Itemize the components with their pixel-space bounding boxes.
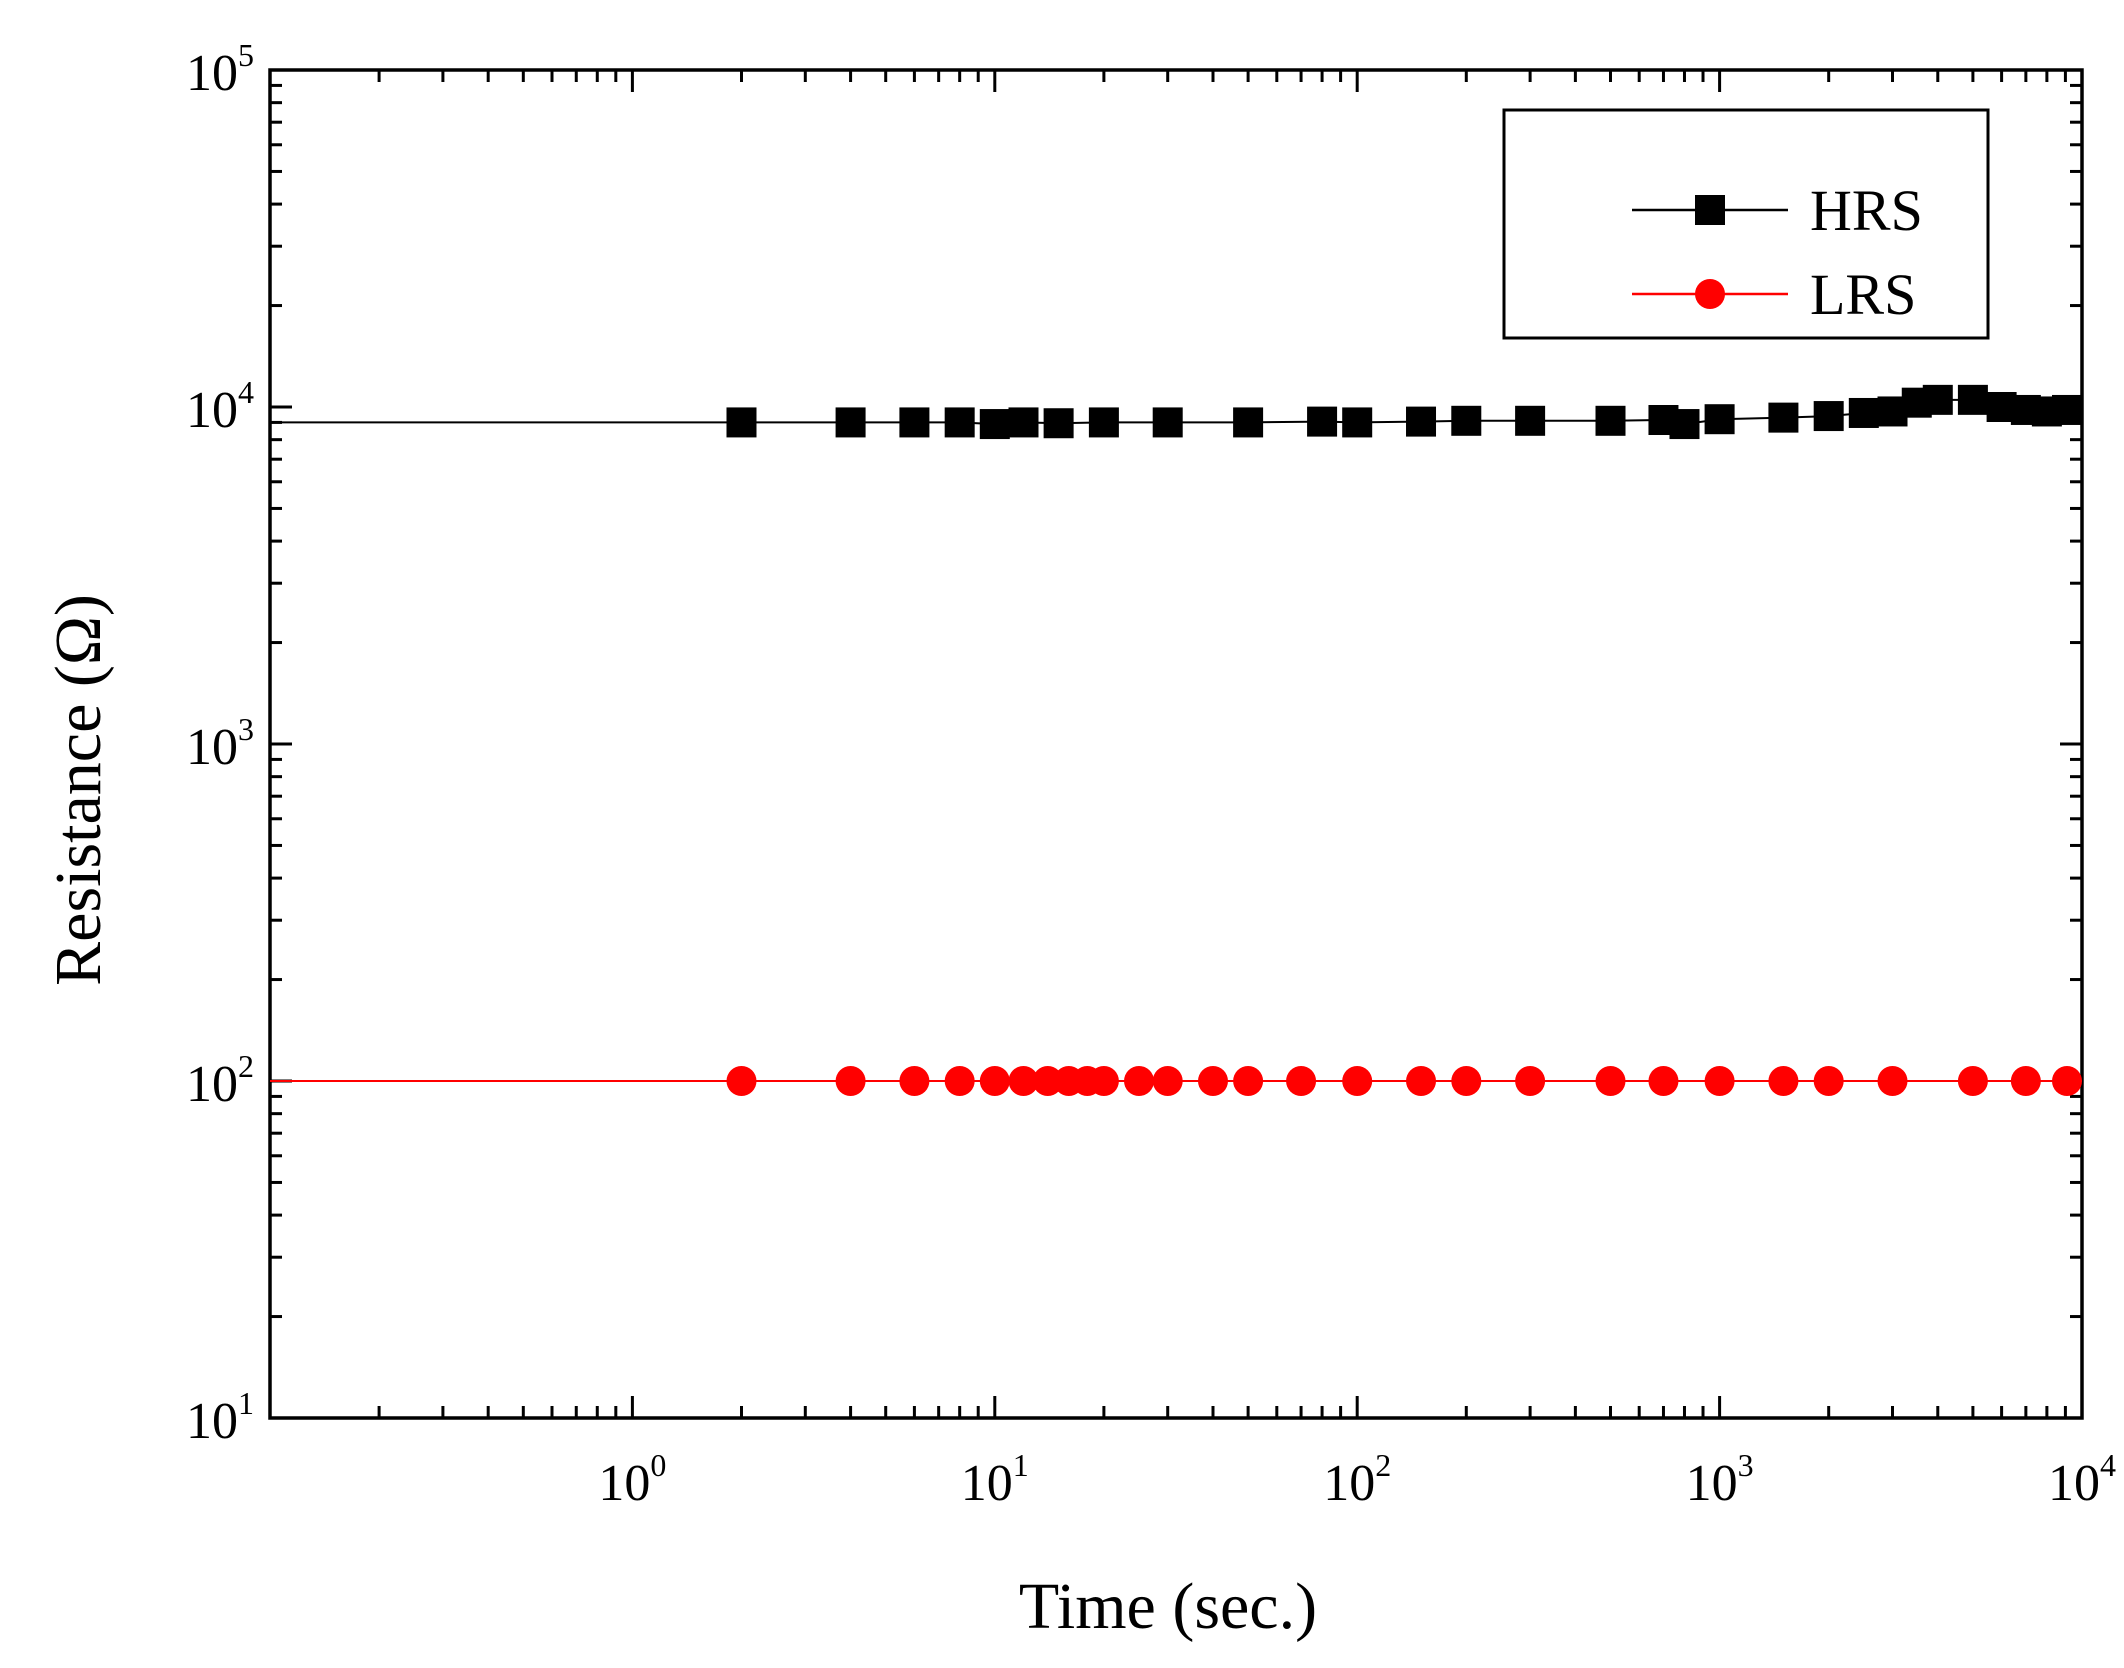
x-tick-label: 104 xyxy=(2048,1447,2116,1512)
y-tick-label: 101 xyxy=(186,1385,254,1450)
data-point xyxy=(899,407,930,438)
legend-box xyxy=(1502,108,1990,340)
data-point xyxy=(2052,1066,2082,1096)
y-tick-label: 105 xyxy=(186,37,254,102)
data-point xyxy=(944,407,975,438)
data-point xyxy=(1704,1066,1735,1096)
legend-item-lrs: LRS xyxy=(1632,262,1916,327)
data-point xyxy=(1152,407,1183,438)
data-point xyxy=(1008,1066,1039,1096)
x-tick-label: 103 xyxy=(1686,1447,1754,1512)
data-point xyxy=(979,409,1010,440)
legend-item-hrs: HRS xyxy=(1632,178,1923,243)
data-point xyxy=(1032,1066,1063,1096)
data-point xyxy=(1768,402,1799,433)
data-point xyxy=(1648,1066,1679,1096)
data-point xyxy=(979,1066,1010,1096)
data-point xyxy=(1406,406,1437,437)
axes xyxy=(268,68,2084,1420)
x-tick-label: 102 xyxy=(1323,1447,1391,1512)
data-point xyxy=(1342,1066,1373,1096)
legend-marker xyxy=(1695,195,1725,225)
data-point xyxy=(1152,1066,1183,1096)
data-point xyxy=(726,407,757,438)
data-point xyxy=(1451,1066,1482,1096)
y-tick-label: 102 xyxy=(186,1048,254,1113)
data-point xyxy=(1197,1066,1228,1096)
data-point xyxy=(835,1066,866,1096)
tick-labels: 100 101 102 103 104 101 102 103 104 105 xyxy=(186,37,2116,1512)
legend-label: LRS xyxy=(1810,262,1916,327)
data-point xyxy=(1877,1066,1908,1096)
legend-marker xyxy=(1695,279,1725,309)
x-tick-label: 100 xyxy=(598,1447,666,1512)
data-point xyxy=(1669,409,1700,440)
data-point xyxy=(1813,1066,1844,1096)
y-axis-label: Resistance (Ω) xyxy=(42,594,115,986)
data-point xyxy=(2052,394,2082,425)
data-point xyxy=(1515,1066,1546,1096)
data-point xyxy=(1088,1066,1119,1096)
data-point xyxy=(1768,1066,1799,1096)
data-point xyxy=(1008,407,1039,438)
data-point xyxy=(1342,407,1373,438)
data-point xyxy=(1813,401,1844,432)
series-lrs xyxy=(270,1066,2082,1096)
data-point xyxy=(1307,406,1338,437)
data-point xyxy=(1088,407,1119,438)
x-axis-label: Time (sec.) xyxy=(1019,1570,1317,1643)
data-point xyxy=(1406,1066,1437,1096)
legend: HRS LRS xyxy=(1502,108,1990,340)
data-point xyxy=(1233,1066,1264,1096)
data-point xyxy=(1286,1066,1317,1096)
data-point xyxy=(1848,397,1879,428)
data-point xyxy=(1451,405,1482,436)
data-point xyxy=(1957,1066,1988,1096)
data-point xyxy=(1595,1066,1626,1096)
data-point xyxy=(835,407,866,438)
data-point xyxy=(726,1066,757,1096)
data-point xyxy=(1043,408,1074,439)
data-point xyxy=(1124,1066,1155,1096)
data-point xyxy=(1922,384,1953,415)
y-tick-label: 103 xyxy=(186,711,254,776)
data-point xyxy=(1233,407,1264,438)
data-point xyxy=(1957,384,1988,415)
y-tick-label: 104 xyxy=(186,374,254,439)
series-hrs xyxy=(270,384,2083,440)
legend-label: HRS xyxy=(1810,178,1923,243)
data-point xyxy=(899,1066,930,1096)
data-point xyxy=(1704,404,1735,435)
data-point xyxy=(1595,405,1626,436)
data-point xyxy=(2010,1066,2041,1096)
data-point xyxy=(944,1066,975,1096)
x-tick-label: 101 xyxy=(961,1447,1029,1512)
plot-area xyxy=(270,384,2083,1096)
data-point xyxy=(1515,405,1546,436)
